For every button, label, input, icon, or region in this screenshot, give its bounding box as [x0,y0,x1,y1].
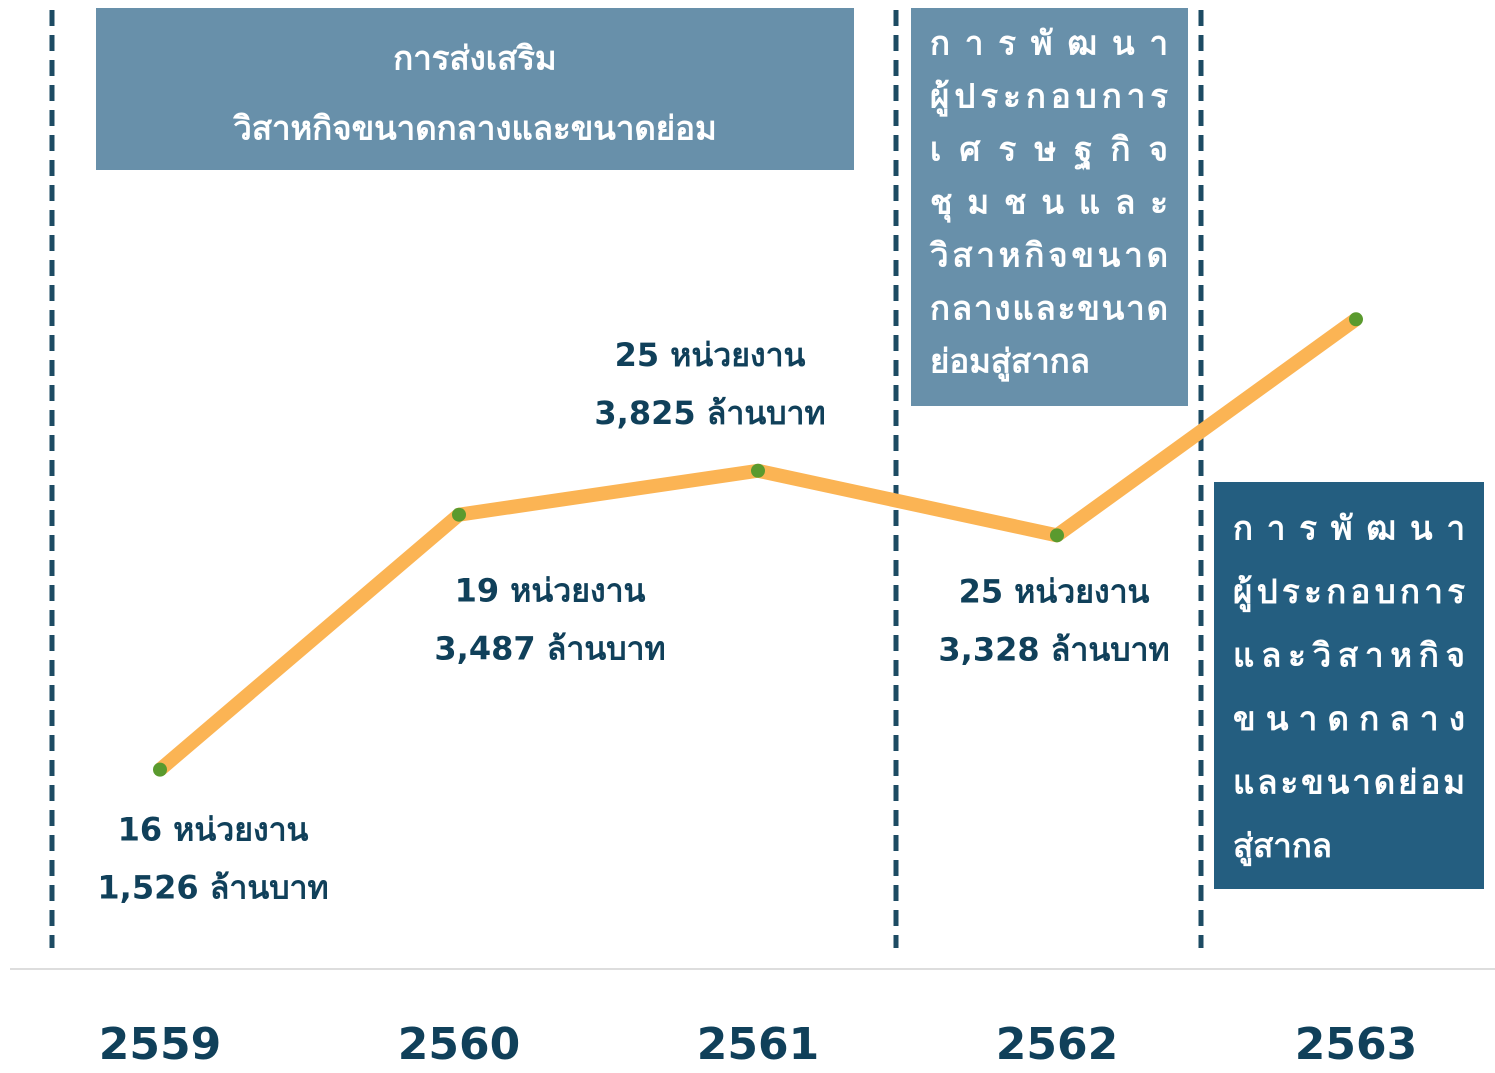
count-label: 19 หน่วยงาน [455,572,646,610]
phase-text: การพัฒนา [1233,509,1465,548]
phase-text: วิสาหกิจขนาด [930,236,1168,275]
phase-box [911,8,1188,406]
phase-text: กลางและขนาด [930,289,1168,328]
value-label: 3,825 ล้านบาท [594,394,825,432]
x-tick-label: 2562 [996,1019,1118,1069]
phase-text: และวิสาหกิจ [1233,636,1465,675]
value-label: 1,526 ล้านบาท [97,869,328,907]
phase-box [96,8,854,170]
value-label: 3,487 ล้านบาท [434,630,665,668]
count-label: 16 หน่วยงาน [118,811,309,849]
phase-text: สู่สากล [1233,826,1332,867]
phase-text: และขนาดย่อม [1233,763,1465,802]
phase-text: การพัฒนา [930,24,1168,63]
x-tick-label: 2563 [1295,1019,1417,1069]
point [153,762,167,777]
count-label: 25 หน่วยงาน [959,572,1150,610]
phase-text: เศรษฐกิจ [930,130,1168,171]
point [1050,528,1064,543]
phase-text: วิสาหกิจขนาดกลางและขนาดย่อม [233,109,717,148]
point [1349,312,1363,327]
x-tick-label: 2560 [398,1019,520,1069]
phase-box [1214,482,1484,889]
value-label: 3,328 ล้านบาท [938,630,1169,668]
point [751,463,765,478]
x-tick-label: 2559 [99,1019,221,1069]
phase-text: การส่งเสริม [393,39,556,78]
phase-text: ย่อมสู่สากล [930,342,1090,383]
count-label: 25 หน่วยงาน [615,336,806,374]
phase-text: ชุมชนและ [930,183,1168,224]
x-tick-label: 2561 [697,1019,819,1069]
point [452,507,466,522]
